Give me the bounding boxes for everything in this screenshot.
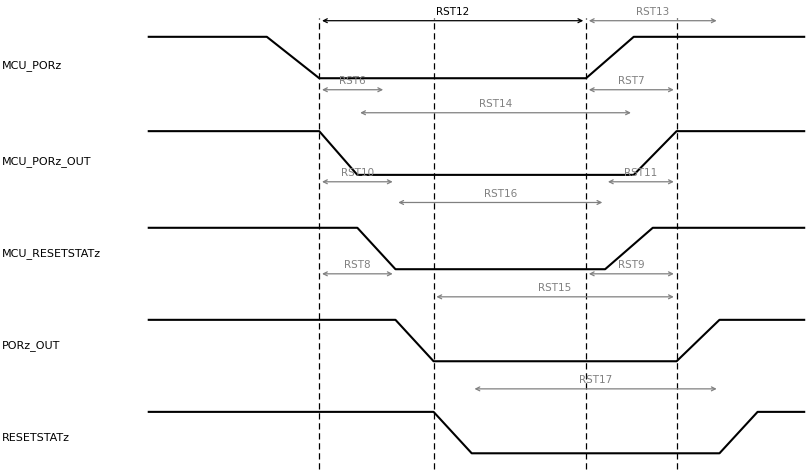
Text: RST8: RST8 bbox=[344, 260, 371, 270]
Text: MCU_RESETSTATz: MCU_RESETSTATz bbox=[2, 248, 101, 259]
Text: RST17: RST17 bbox=[579, 375, 612, 385]
Text: RST14: RST14 bbox=[479, 99, 512, 109]
Text: MCU_PORz_OUT: MCU_PORz_OUT bbox=[2, 156, 92, 167]
Text: RST12: RST12 bbox=[436, 7, 469, 17]
Text: RST7: RST7 bbox=[618, 76, 645, 86]
Text: RESETSTATz: RESETSTATz bbox=[2, 433, 70, 443]
Text: RST16: RST16 bbox=[484, 189, 517, 199]
Text: RST10: RST10 bbox=[341, 168, 374, 178]
Text: RST9: RST9 bbox=[618, 260, 645, 270]
Text: RST6: RST6 bbox=[339, 76, 366, 86]
Text: RST15: RST15 bbox=[539, 283, 572, 293]
Text: RST11: RST11 bbox=[625, 168, 658, 178]
Text: RST13: RST13 bbox=[636, 7, 669, 17]
Text: MCU_PORz: MCU_PORz bbox=[2, 60, 62, 71]
Text: PORz_OUT: PORz_OUT bbox=[2, 340, 60, 351]
